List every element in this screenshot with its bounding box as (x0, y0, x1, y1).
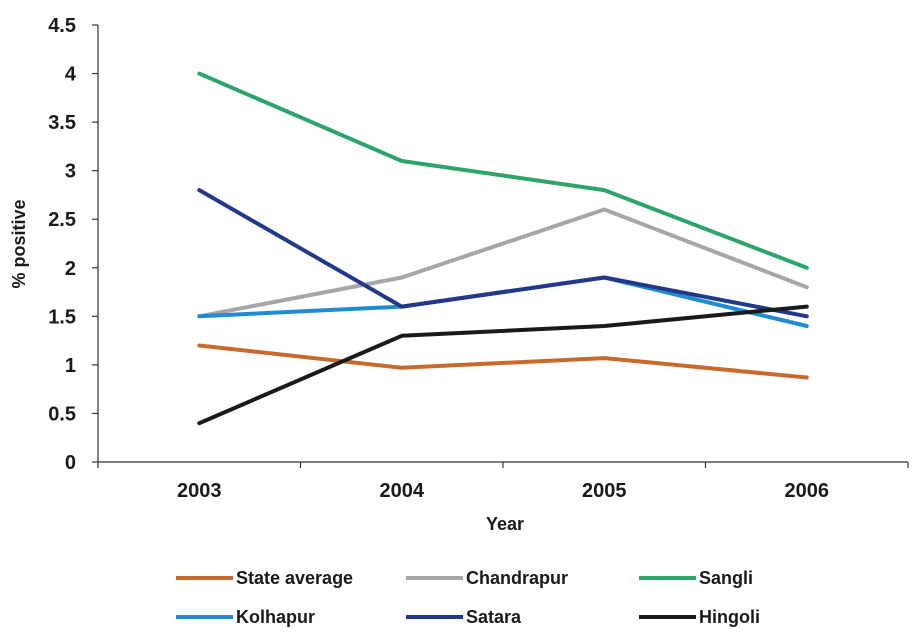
y-tick-label: 4.5 (48, 15, 76, 37)
legend: State average Chandrapur Sangli Kolhapur Sat… (176, 568, 760, 627)
legend-label-hingoli: Hingoli (699, 607, 760, 627)
y-tick-label: 0.5 (48, 403, 76, 425)
x-ticks: 2003 2004 2005 2006 (97, 462, 909, 502)
y-tick-label: 1.5 (48, 306, 76, 328)
legend-label-chandrapur: Chandrapur (466, 568, 568, 588)
x-tick-label: 2005 (582, 480, 627, 502)
y-tick-label: 0 (65, 452, 76, 474)
series-line-satara (197, 188, 809, 319)
legend-label-state-average: State average (236, 568, 353, 588)
series-line-kolhapur (197, 275, 809, 328)
legend-label-sangli: Sangli (699, 568, 753, 588)
y-tick-label: 2.5 (48, 209, 76, 231)
series-group (197, 71, 809, 426)
series-line-chandrapur (197, 207, 809, 319)
y-tick-label: 3 (65, 161, 76, 183)
legend-label-satara: Satara (466, 607, 522, 627)
series-line-state-average (197, 343, 809, 380)
y-tick-label: 1 (65, 355, 76, 377)
y-axis-title: % positive (9, 199, 29, 288)
y-tick-label: 2 (65, 258, 76, 280)
x-tick-label: 2006 (785, 480, 830, 502)
y-ticks: 0 0.5 1 1.5 2 2.5 3 3.5 4 4.5 (48, 15, 98, 474)
x-tick-label: 2004 (380, 480, 425, 502)
x-axis-title: Year (486, 514, 524, 534)
y-tick-label: 3.5 (48, 112, 76, 134)
series-line-hingoli (197, 304, 809, 426)
x-tick-label: 2003 (177, 480, 222, 502)
legend-label-kolhapur: Kolhapur (236, 607, 315, 627)
series-line-sangli (197, 71, 809, 270)
y-tick-label: 4 (65, 64, 77, 86)
